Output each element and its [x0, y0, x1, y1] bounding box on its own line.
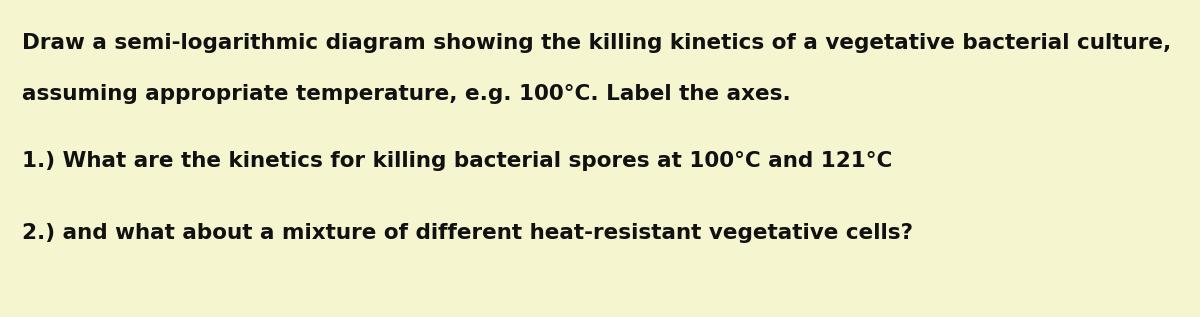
Text: assuming appropriate temperature, e.g. 100°C. Label the axes.: assuming appropriate temperature, e.g. 1…	[22, 84, 791, 104]
Text: 1.) What are the kinetics for killing bacterial spores at 100°C and 121°C: 1.) What are the kinetics for killing ba…	[22, 151, 892, 171]
Text: Draw a semi-logarithmic diagram showing the killing kinetics of a vegetative bac: Draw a semi-logarithmic diagram showing …	[22, 33, 1171, 53]
Text: 2.) and what about a mixture of different heat-resistant vegetative cells?: 2.) and what about a mixture of differen…	[22, 223, 913, 243]
